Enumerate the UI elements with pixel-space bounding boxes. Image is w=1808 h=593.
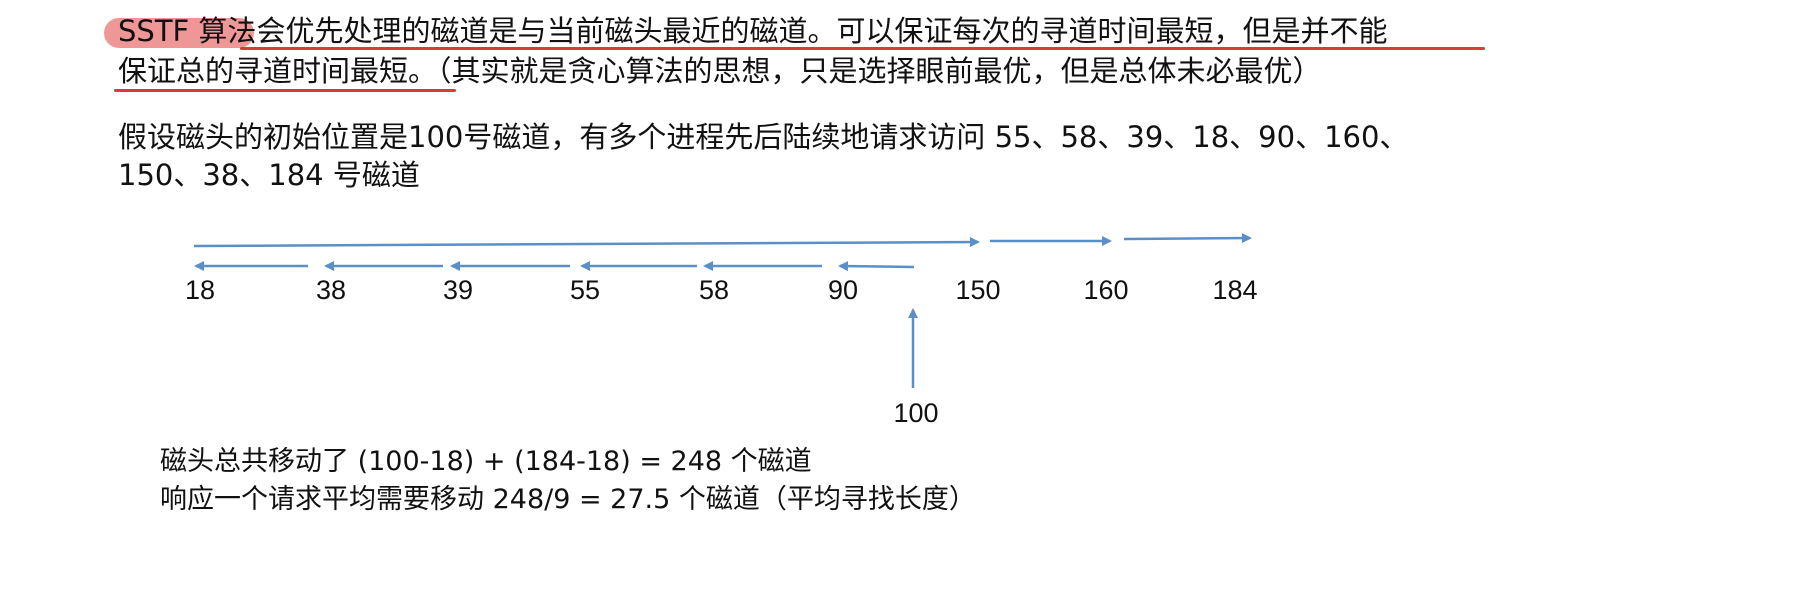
arrow-100-90 [838, 261, 915, 272]
problem-line-1: 假设磁头的初始位置是100号磁道，有多个进程先后陆续地请求访问 55、58、39… [118, 120, 1409, 154]
red-underline-1 [240, 47, 1485, 50]
arrow-long-right [193, 237, 980, 248]
problem-line-2: 150、38、184 号磁道 [118, 158, 420, 192]
arrow-160-184 [1123, 233, 1252, 244]
track-label-58: 58 [698, 275, 730, 305]
intro-line-1: SSTF 算法会优先处理的磁道是与当前磁头最近的磁道。可以保证每次的寻道时间最短… [118, 14, 1387, 48]
red-underline-2 [114, 89, 456, 92]
track-label-184: 184 [1212, 275, 1258, 305]
arrow-group [193, 233, 1252, 388]
intro-highlight-text: SSTF 算法 [118, 14, 257, 48]
start-label-100: 100 [893, 398, 939, 428]
track-label-18: 18 [184, 275, 216, 305]
track-label-150: 150 [955, 275, 1001, 305]
track-label-55: 55 [569, 275, 601, 305]
track-label-39: 39 [442, 275, 474, 305]
intro-line-2: 保证总的寻道时间最短。（其实就是贪心算法的思想，只是选择眼前最优，但是总体未必最… [118, 54, 1322, 88]
track-label-160: 160 [1083, 275, 1129, 305]
result-line-2: 响应一个请求平均需要移动 248/9 = 27.5 个磁道（平均寻找长度） [160, 484, 976, 515]
track-label-38: 38 [315, 275, 347, 305]
result-line-1: 磁头总共移动了 (100-18) + (184-18) = 248 个磁道 [160, 446, 812, 477]
track-label-90: 90 [827, 275, 859, 305]
intro-text-1: 会优先处理的磁道是与当前磁头最近的磁道。可以保证每次的寻道时间最短，但是并不能 [256, 14, 1388, 48]
intro-text-2a: 保证总的寻道时间最短。 [118, 54, 438, 88]
highlight-mark [104, 18, 254, 48]
intro-text-2b: （其实就是贪心算法的思想，只是选择眼前最优，但是总体未必最优） [437, 54, 1322, 88]
